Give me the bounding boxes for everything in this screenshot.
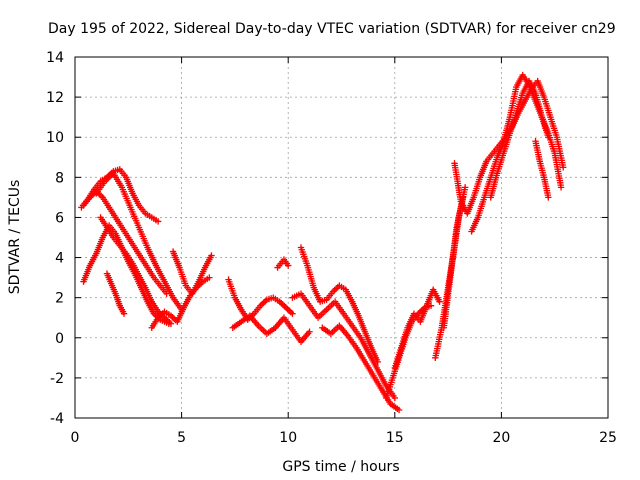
data-point	[560, 164, 567, 171]
series-sat-track-20	[468, 71, 565, 235]
series-sat-track-16	[391, 286, 443, 372]
series-sat-track-14	[319, 322, 403, 414]
data-point	[391, 394, 398, 402]
x-tick-label: 10	[279, 430, 297, 446]
y-tick-label: 14	[46, 50, 64, 66]
x-tick-label: 0	[71, 430, 80, 446]
data-point	[206, 274, 213, 281]
y-tick-label: -2	[50, 371, 64, 387]
series-sat-track-12	[297, 244, 381, 366]
axis-ticks	[74, 56, 609, 419]
data-point	[545, 134, 552, 141]
data-point	[120, 310, 128, 317]
plot-frame	[74, 56, 609, 419]
data-point	[289, 310, 296, 317]
data-point	[557, 184, 565, 191]
x-tick-label: 25	[599, 430, 617, 446]
x-tick-label: 15	[386, 430, 404, 446]
series-sat-track-6	[103, 270, 128, 317]
y-tick-label: 8	[55, 170, 64, 186]
y-tick-label: 6	[55, 210, 64, 226]
series-sat-track-2	[80, 188, 170, 297]
series-sat-track-15	[383, 302, 435, 402]
x-axis-label: GPS time / hours	[282, 459, 399, 475]
y-tick-label: 10	[46, 130, 64, 146]
y-tick-label: -4	[50, 411, 64, 427]
x-tick-label: 20	[492, 430, 510, 446]
data-marks	[78, 71, 567, 414]
series-sat-track-19	[451, 77, 567, 217]
data-point	[285, 262, 292, 269]
data-point	[306, 328, 313, 335]
data-point	[154, 218, 162, 225]
x-tick-label: 5	[177, 430, 186, 446]
y-tick-labels: -4 -2 0 2 4 6 8 10 12 14	[46, 50, 64, 427]
series-sat-track-8	[169, 248, 215, 297]
series-sat-track-9	[225, 276, 296, 323]
data-point	[167, 320, 175, 327]
data-point	[461, 184, 469, 191]
y-tick-label: 0	[55, 331, 64, 347]
y-tick-label: 2	[55, 291, 64, 307]
x-tick-labels: 0 5 10 15 20 25	[71, 430, 617, 446]
series-sat-track-3	[93, 170, 185, 313]
y-tick-label: 4	[55, 251, 64, 267]
data-point	[436, 298, 443, 305]
series-sat-track-21	[487, 77, 552, 201]
series-sat-track-11	[274, 256, 292, 271]
series-sat-track-5	[97, 214, 175, 327]
grid	[75, 57, 608, 418]
data-point	[395, 406, 403, 414]
data-point	[208, 252, 215, 259]
data-point	[545, 194, 552, 201]
series-sat-track-13	[289, 290, 398, 402]
series-sat-track-22	[532, 138, 552, 201]
y-tick-label: 12	[46, 90, 64, 106]
series-sat-track-10	[229, 312, 313, 345]
series-sat-track-18	[440, 194, 467, 331]
y-axis-label: SDTVAR / TECUs	[7, 180, 23, 295]
chart-title: Day 195 of 2022, Sidereal Day-to-day VTE…	[48, 21, 616, 37]
